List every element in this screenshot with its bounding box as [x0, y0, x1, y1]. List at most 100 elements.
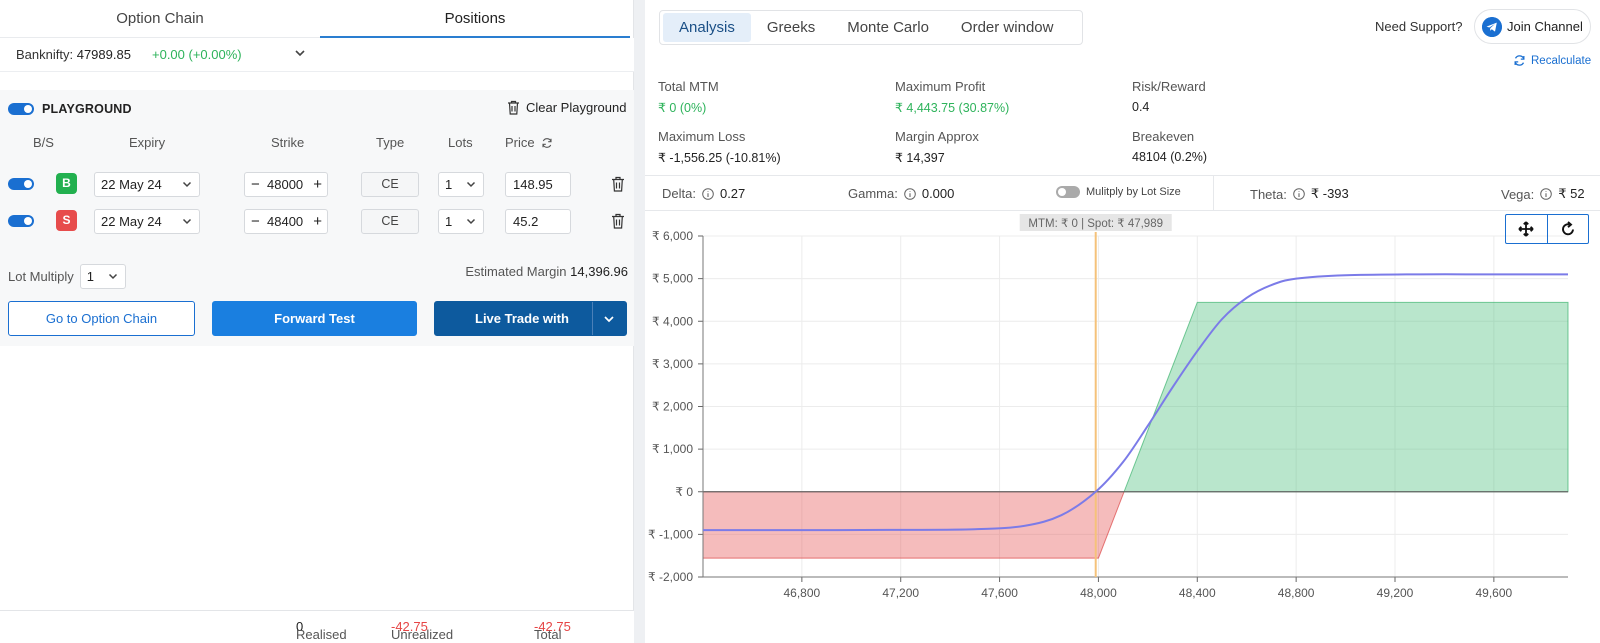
total-value: -42.75	[534, 619, 571, 634]
chevron-down-icon[interactable]	[602, 312, 616, 326]
max-profit-label: Maximum Profit	[895, 79, 986, 94]
price-input[interactable]: 45.2	[505, 209, 571, 234]
y-tick-label: ₹ -1,000	[648, 527, 693, 541]
type-field[interactable]: CE	[361, 172, 419, 197]
recalculate-label: Recalculate	[1531, 54, 1592, 67]
pan-button[interactable]	[1506, 215, 1547, 243]
estimated-margin: Estimated Margin 14,396.96	[465, 264, 628, 279]
delta-value: 0.27	[719, 186, 746, 201]
lot-multiply-select[interactable]: 1	[79, 264, 126, 289]
live-trade-button[interactable]: Live Trade with	[434, 301, 627, 336]
refresh-icon	[1514, 55, 1525, 66]
x-tick-label: 47,600	[981, 586, 1018, 600]
chevron-down-icon	[466, 218, 476, 225]
expiry-value: 22 May 24	[101, 177, 162, 192]
breakeven-value: 48104 (0.2%)	[1132, 150, 1208, 164]
analysis-tabs: Analysis Greeks Monte Carlo Order window	[659, 10, 1083, 45]
info-icon[interactable]	[702, 187, 714, 200]
col-strike: Strike	[271, 135, 305, 150]
estimated-margin-value: 14,396.96	[570, 264, 628, 279]
x-tick-label: 48,400	[1179, 586, 1216, 600]
tab-order-window[interactable]: Order window	[960, 19, 1054, 36]
info-icon[interactable]	[1293, 188, 1305, 200]
col-price: Price	[505, 135, 553, 150]
recalculate-button[interactable]: Recalculate	[1513, 54, 1591, 67]
strike-stepper[interactable]: − 48400 +	[244, 209, 328, 234]
expiry-select[interactable]: 22 May 24	[94, 209, 200, 234]
trash-icon	[508, 100, 519, 115]
strike-stepper[interactable]: − 48000 +	[244, 172, 328, 197]
x-tick-label: 49,600	[1476, 586, 1513, 600]
type-field[interactable]: CE	[361, 209, 419, 234]
left-tabs: Option Chain Positions	[0, 0, 634, 38]
vega-label: Vega:	[1501, 186, 1535, 202]
vega-value: ₹ 52	[1558, 186, 1585, 201]
buy-badge[interactable]: B	[56, 173, 77, 194]
info-icon[interactable]	[904, 187, 916, 200]
leg-toggle[interactable]	[8, 215, 34, 227]
plus-icon[interactable]: +	[313, 176, 322, 193]
vega: Vega: ₹ 52	[1501, 186, 1585, 202]
tab-positions[interactable]: Positions	[320, 0, 630, 38]
payoff-chart-svg[interactable]: ₹ -2,000 ₹ -1,000 ₹ 0 ₹ 1,000 ₹ 2,000 ₹ 3,000…	[645, 211, 1600, 643]
tab-monte-carlo[interactable]: Monte Carlo	[847, 19, 929, 36]
playground-toggle[interactable]	[8, 103, 34, 115]
lots-select[interactable]: 1	[438, 172, 484, 197]
col-expiry: Expiry	[129, 135, 166, 150]
underlying-selector[interactable]: Banknifty: 47989.85 +0.00 (+0.00%)	[0, 38, 634, 72]
join-channel-button[interactable]: Join Channel	[1474, 9, 1591, 44]
expiry-value: 22 May 24	[101, 214, 162, 229]
lots-select[interactable]: 1	[438, 209, 484, 234]
forward-test-button[interactable]: Forward Test	[212, 301, 417, 336]
unrealized-value: -42.75	[391, 619, 428, 634]
unrealized-label: Unrealized	[391, 627, 454, 642]
tab-option-chain[interactable]: Option Chain	[116, 10, 204, 27]
col-bs: B/S	[33, 135, 54, 150]
refresh-icon[interactable]	[541, 137, 553, 149]
price-input[interactable]: 148.95	[505, 172, 571, 197]
gamma-label: Gamma:	[848, 186, 898, 201]
payoff-chart[interactable]: ₹ -2,000 ₹ -1,000 ₹ 0 ₹ 1,000 ₹ 2,000 ₹ 3,000…	[645, 211, 1600, 643]
delete-leg-icon[interactable]	[611, 213, 625, 229]
expiry-select[interactable]: 22 May 24	[94, 172, 200, 197]
sell-badge[interactable]: S	[56, 210, 77, 231]
reset-icon	[1561, 221, 1574, 236]
breakeven-label: Breakeven	[1132, 129, 1195, 144]
theta-label: Theta:	[1250, 186, 1287, 202]
realised-value: 0	[296, 619, 304, 634]
y-tick-label: ₹ 1,000	[652, 442, 693, 456]
minus-icon[interactable]: −	[251, 213, 260, 230]
reset-zoom-button[interactable]	[1546, 215, 1589, 243]
margin-label: Margin Approx	[895, 129, 979, 144]
y-tick-label: ₹ 2,000	[652, 400, 693, 414]
y-tick-label: ₹ 6,000	[652, 229, 693, 243]
button-divider	[592, 302, 593, 335]
x-tick-label: 48,000	[1080, 586, 1117, 600]
theta-value: ₹ -393	[1310, 186, 1349, 201]
delta: Delta: 0.27	[662, 186, 745, 201]
go-to-option-chain-button[interactable]: Go to Option Chain	[8, 301, 195, 336]
chevron-down-icon	[182, 218, 192, 225]
realised-label: Realised	[296, 627, 347, 642]
strike-value: 48000	[267, 177, 304, 192]
minus-icon[interactable]: −	[251, 176, 260, 193]
plus-icon[interactable]: +	[313, 213, 322, 230]
strike-value: 48400	[267, 214, 304, 229]
margin-value: ₹ 14,397	[895, 151, 945, 165]
x-tick-label: 49,200	[1377, 586, 1414, 600]
lot-size-toggle[interactable]: Mulitply by Lot Size	[1056, 186, 1181, 198]
total-label: Total	[534, 627, 562, 642]
tab-greeks[interactable]: Greeks	[766, 19, 816, 36]
leg-toggle[interactable]	[8, 178, 34, 190]
lot-size-switch[interactable]	[1056, 186, 1080, 198]
delete-leg-icon[interactable]	[611, 176, 625, 192]
info-icon[interactable]	[1540, 188, 1553, 200]
clear-playground-button[interactable]: Clear Playground	[507, 100, 626, 115]
tab-analysis[interactable]: Analysis	[663, 13, 751, 42]
underlying-label: Banknifty: 47989.85	[16, 47, 131, 62]
lot-multiply: Lot Multiply 1	[8, 264, 126, 289]
y-tick-label: ₹ -2,000	[648, 570, 693, 584]
positions-panel: Option Chain Positions Banknifty: 47989.…	[0, 0, 634, 643]
theta: Theta: ₹ -393	[1250, 186, 1349, 202]
chevron-down-icon[interactable]	[293, 46, 307, 60]
